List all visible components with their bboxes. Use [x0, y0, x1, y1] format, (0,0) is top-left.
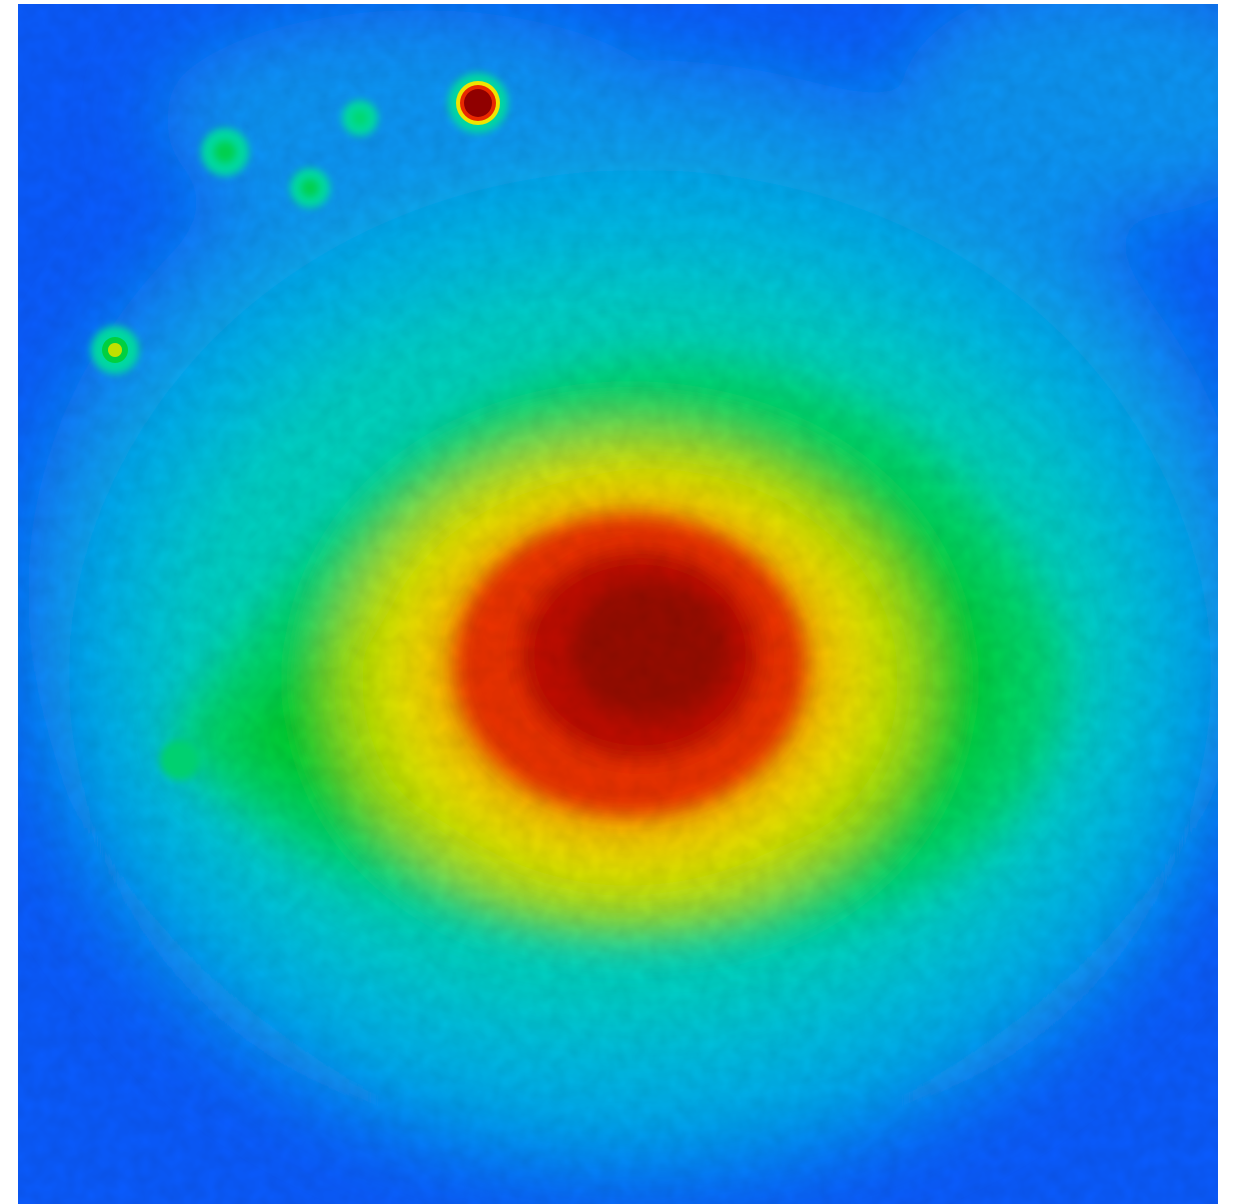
- image-content: [18, 0, 1234, 1204]
- texture: [18, 4, 1218, 1204]
- false-color-image: [0, 0, 1234, 1204]
- page: [0, 0, 1234, 1204]
